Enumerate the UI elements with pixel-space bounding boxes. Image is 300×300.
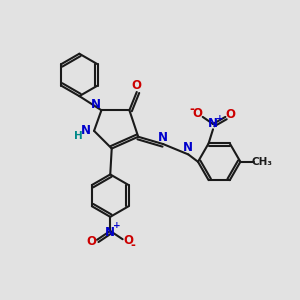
Text: O: O xyxy=(132,79,142,92)
Text: O: O xyxy=(123,234,133,247)
Text: O: O xyxy=(192,107,203,121)
Text: O: O xyxy=(226,108,236,121)
Text: N: N xyxy=(208,118,218,130)
Text: N: N xyxy=(183,141,193,154)
Text: N: N xyxy=(81,124,91,137)
Text: -: - xyxy=(189,103,194,116)
Text: N: N xyxy=(158,131,168,144)
Text: N: N xyxy=(91,98,101,111)
Text: O: O xyxy=(87,235,97,248)
Text: H: H xyxy=(74,131,83,141)
Text: +: + xyxy=(113,221,121,230)
Text: -: - xyxy=(131,239,136,252)
Text: +: + xyxy=(216,114,223,123)
Text: CH₃: CH₃ xyxy=(251,157,272,167)
Text: N: N xyxy=(105,226,115,238)
